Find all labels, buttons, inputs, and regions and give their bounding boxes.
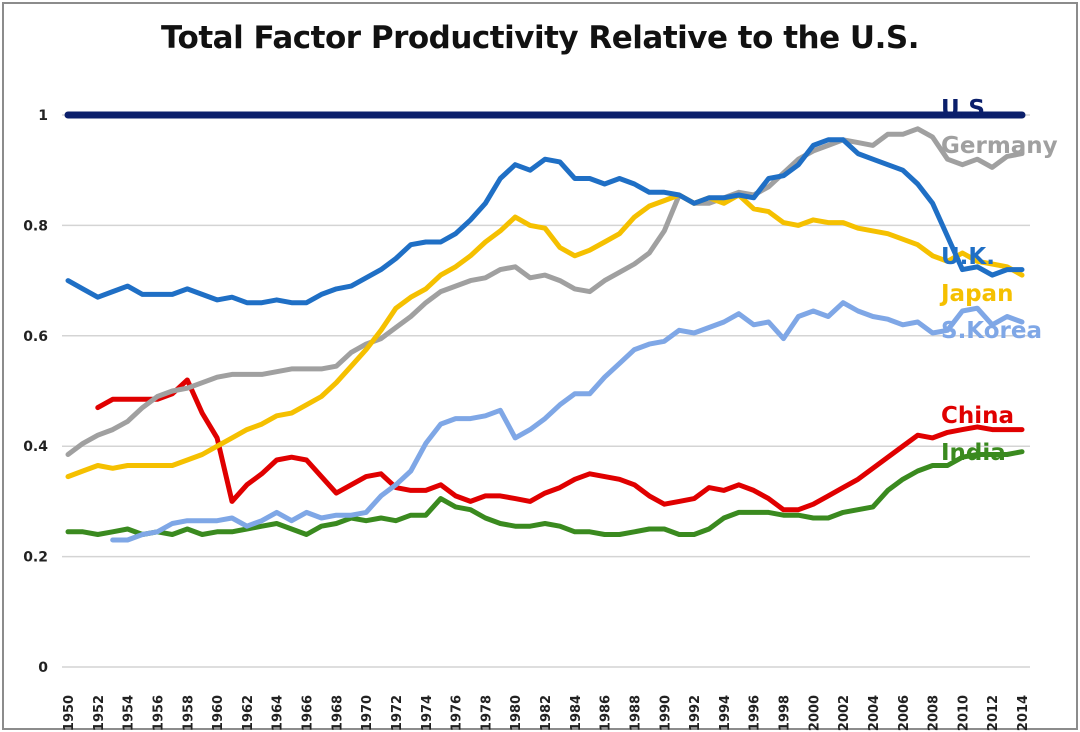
series-line-skorea [110,300,1025,543]
x-tick-label: 1998 [778,695,793,731]
y-tick-label: 0.2 [23,550,48,566]
series-line-india [65,449,1025,537]
series-line-japan [65,192,1025,480]
series-lines [64,111,1026,543]
x-tick-label: 2014 [1016,695,1031,731]
x-tick-label: 1960 [211,695,226,731]
legend-label-skorea: S.Korea [941,318,1042,344]
x-tick-label: 1972 [390,695,405,731]
x-tick-label: 1964 [271,695,286,731]
series-line-china [95,377,1025,513]
gridlines [62,114,1030,668]
x-tick-label: 2004 [867,695,882,731]
legend-label-china: China [941,403,1014,429]
x-tick-label: 1974 [420,695,435,731]
legend-label-india: India [941,440,1006,466]
x-tick-label: 1976 [450,695,465,731]
x-tick-label: 1950 [62,695,77,731]
x-tick-label: 1984 [569,695,584,731]
x-tick-label: 1980 [509,695,524,731]
x-tick-label: 1954 [122,695,137,731]
x-tick-label: 1962 [241,695,256,731]
series-line-uk [65,137,1025,306]
legend-label-japan: Japan [939,281,1013,307]
series-line-germany [65,126,1025,457]
x-tick-label: 1994 [718,695,733,731]
y-tick-label: 0.8 [23,218,48,234]
x-tick-label: 2000 [807,695,822,731]
x-tick-label: 1958 [181,695,196,731]
x-tick-label: 1986 [599,695,614,731]
y-tick-label: 0.6 [23,329,48,345]
x-tick-label: 1956 [151,695,166,731]
y-axis-ticks: 0 0.2 0.4 0.6 0.8 1 [23,108,48,676]
legend-label-germany: Germany [941,133,1058,159]
legend-labels: U.S. Germany U.K. Japan S.Korea China India [939,96,1058,466]
x-tick-label: 1996 [748,695,763,731]
x-axis-ticks: 1950 1952 1954 1956 1958 1960 1962 1964 1966 1968… [62,695,1031,731]
x-tick-label: 2008 [927,695,942,731]
x-tick-label: 1992 [688,695,703,731]
legend-label-us: U.S. [941,96,994,122]
x-tick-label: 1978 [479,695,494,731]
x-tick-label: 2002 [837,695,852,731]
x-tick-label: 1952 [92,695,107,731]
x-tick-label: 1988 [628,695,643,731]
x-tick-label: 1966 [301,695,316,731]
chart-title: Total Factor Productivity Relative to th… [161,20,919,56]
x-tick-label: 2006 [897,695,912,731]
x-tick-label: 1970 [360,695,375,731]
y-tick-label: 1 [38,108,48,124]
y-tick-label: 0.4 [23,439,48,455]
legend-label-uk: U.K. [941,244,995,270]
x-tick-label: 1968 [330,695,345,731]
y-tick-label: 0 [38,660,48,676]
x-tick-label: 2010 [956,695,971,731]
x-tick-label: 1982 [539,695,554,731]
x-tick-label: 2012 [986,695,1001,731]
x-tick-label: 1990 [658,695,673,731]
